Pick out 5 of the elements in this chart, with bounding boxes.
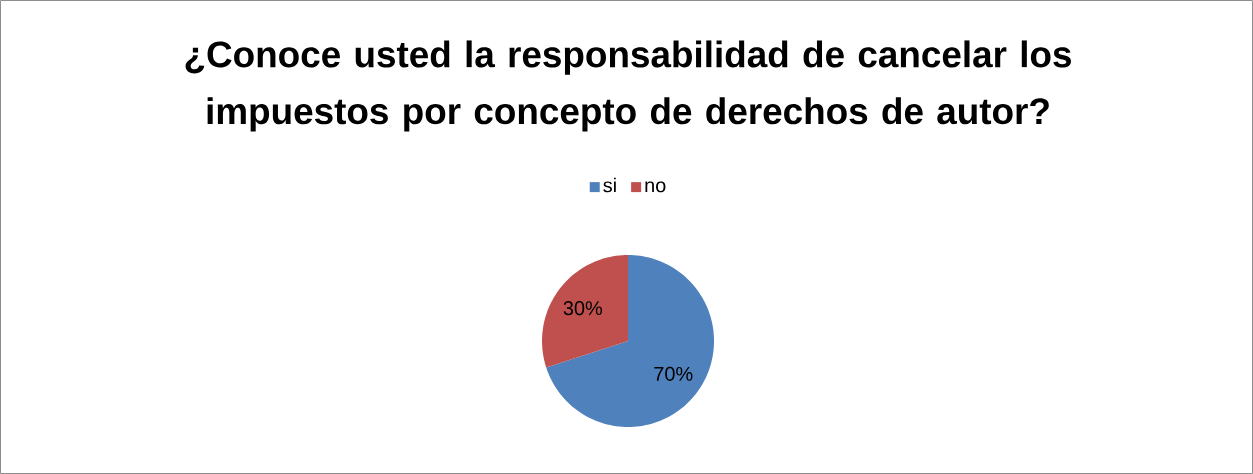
data-label: 30% [563, 301, 603, 316]
legend-label: si [603, 177, 616, 193]
data-label: 70% [654, 366, 693, 381]
chart-title: ¿Conoce usted la responsabilidad de cancelar los impuestos por concepto de derechos de autor? [185, 40, 1071, 132]
legend-label: no [645, 181, 666, 193]
